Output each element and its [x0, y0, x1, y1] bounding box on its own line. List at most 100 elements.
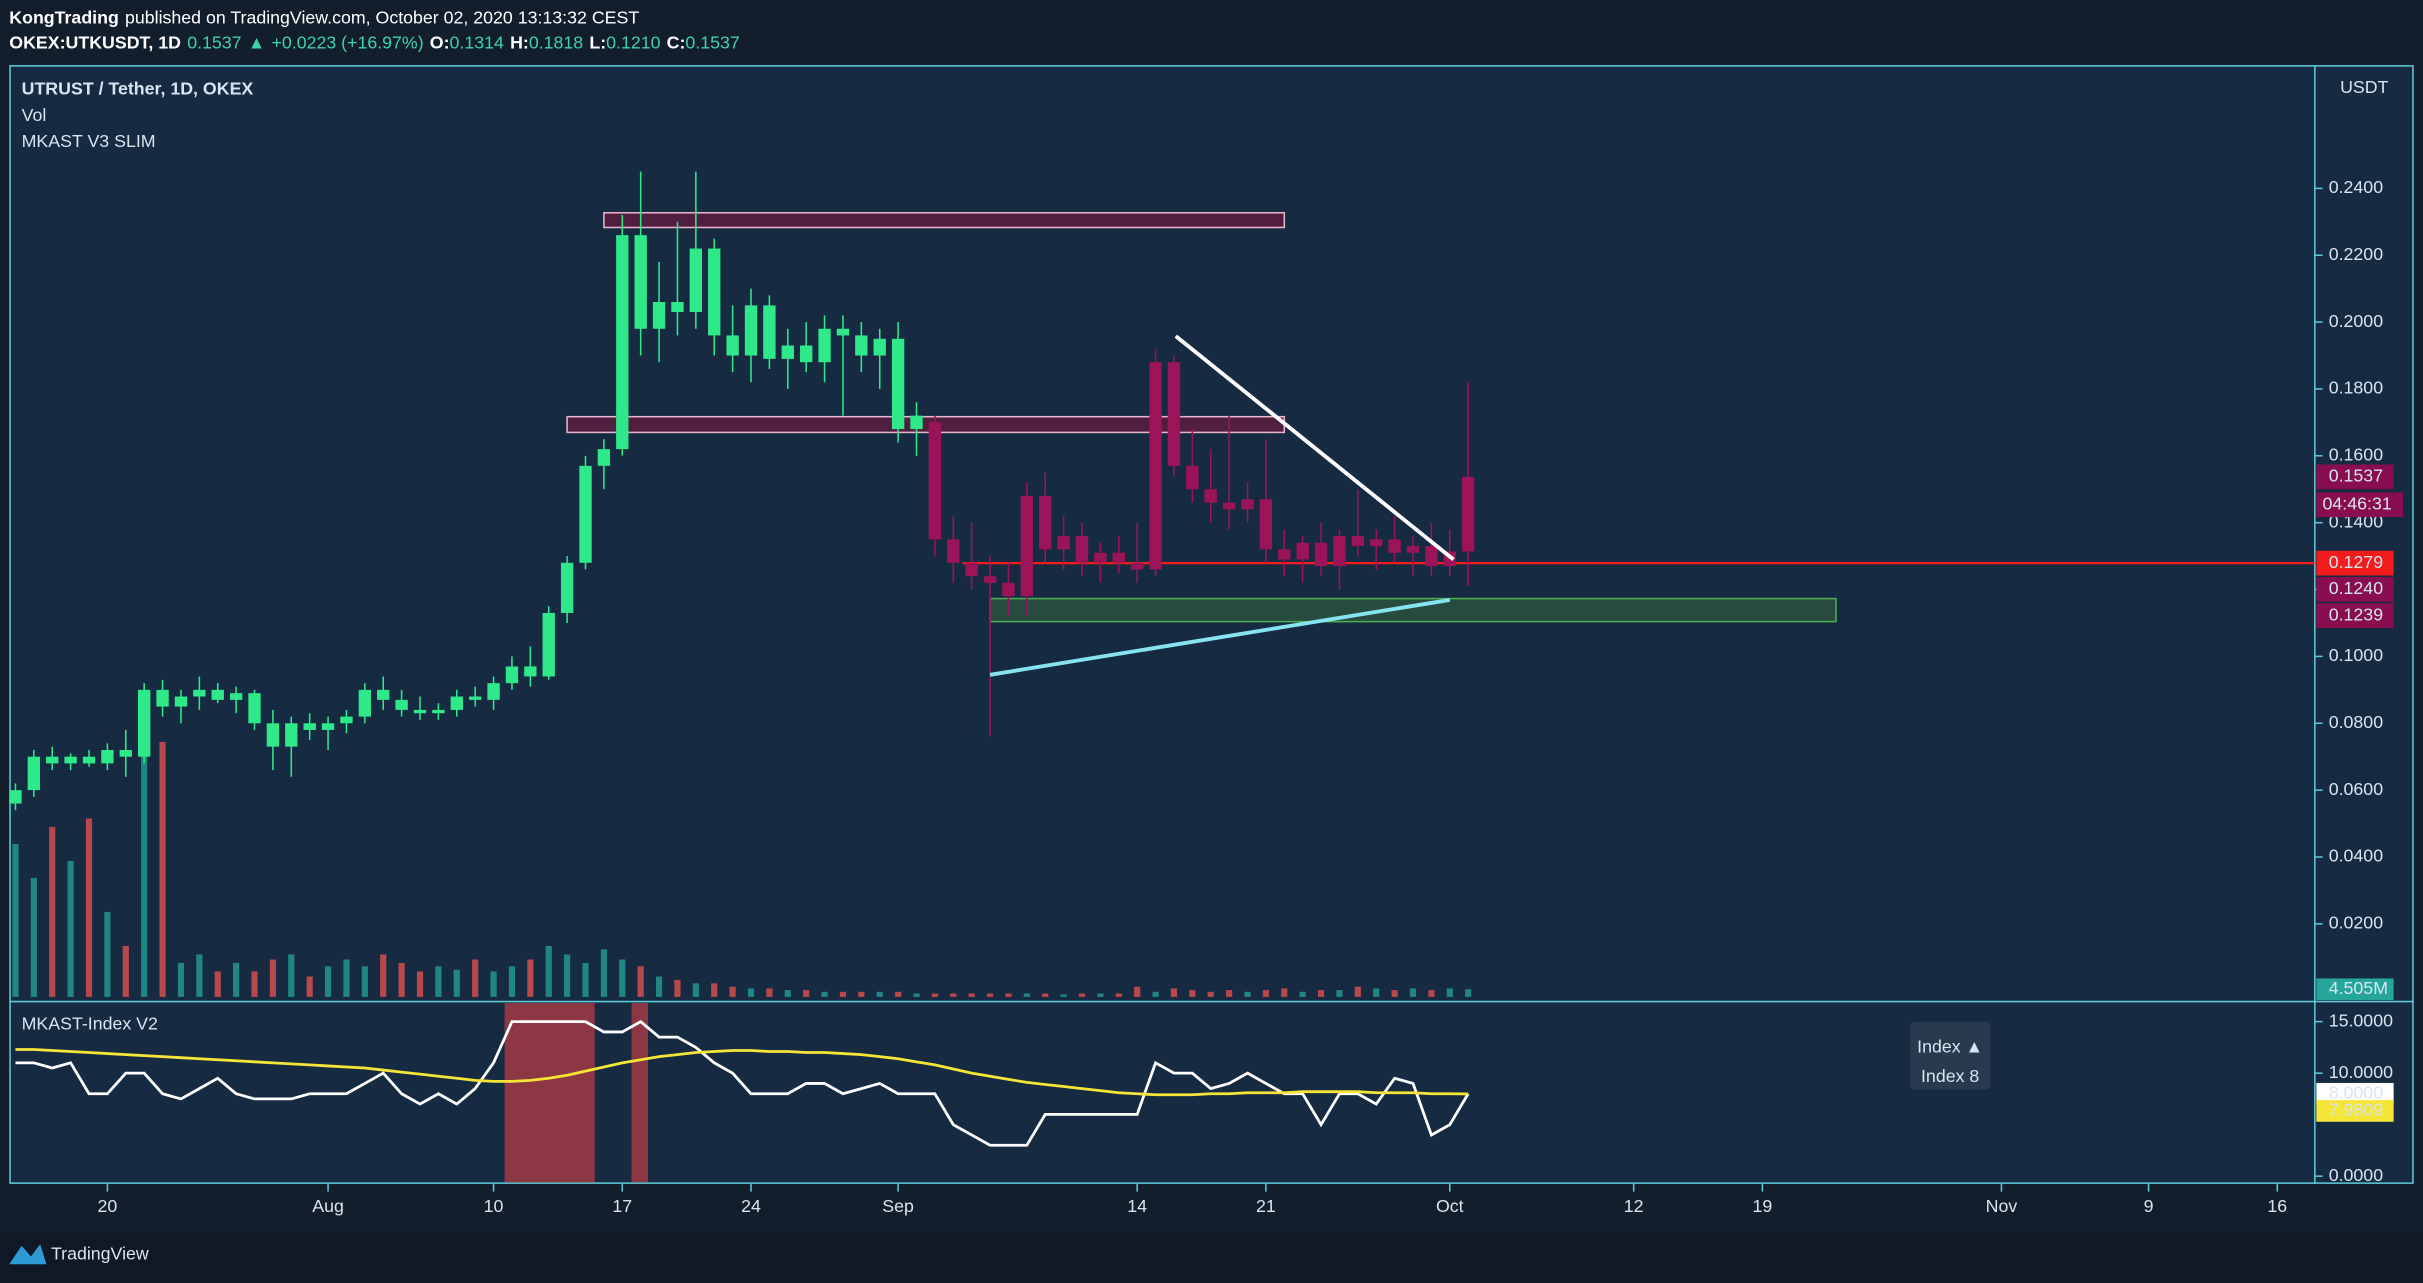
candle-body [27, 756, 41, 791]
volume-bar [1465, 989, 1472, 997]
candle-body [1094, 552, 1107, 563]
candle-body [560, 562, 574, 613]
volume-bar [67, 860, 74, 997]
trend-line [989, 597, 1451, 677]
candle-body [303, 723, 316, 730]
volume-bar [1244, 991, 1251, 997]
candle-body [413, 709, 427, 714]
volume-bar [490, 971, 497, 997]
volume-bar [913, 993, 920, 997]
tooltip-line: Index 8 [1921, 1066, 1979, 1086]
currency: USDT [2340, 77, 2389, 97]
volume-bar [288, 954, 295, 997]
volume-bar [803, 990, 810, 997]
volume-bar [1152, 991, 1159, 997]
candle-body [1278, 549, 1291, 560]
candle-body [156, 689, 169, 707]
volume-bar [1005, 993, 1012, 997]
candle-body [579, 465, 592, 563]
candle-body [744, 305, 758, 356]
candle-body [1241, 499, 1254, 510]
volume-bar [269, 959, 276, 997]
candle-body [708, 248, 721, 336]
volume-bar [343, 959, 350, 997]
change: +0.0223 (+16.97%) [272, 32, 424, 52]
x-tick-label: 20 [98, 1196, 118, 1216]
volume-bar [30, 877, 37, 997]
candle-body [836, 328, 850, 336]
volume-bar [1373, 988, 1380, 997]
volume-bar [306, 976, 313, 997]
x-tick-label: Oct [1436, 1196, 1464, 1216]
footer-brand: TradingView [51, 1244, 149, 1264]
candle-body [119, 750, 132, 757]
candle-body [1149, 362, 1162, 570]
volume-bar [527, 959, 534, 997]
candle-body [450, 696, 463, 710]
candle-body [1461, 476, 1475, 552]
volume-bar [968, 993, 975, 997]
price-label-bg [2316, 550, 2394, 576]
candle-body [1186, 465, 1199, 490]
candle-body [1167, 362, 1181, 466]
x-tick-label: 21 [1256, 1196, 1276, 1216]
arrow: ▲ [248, 32, 266, 52]
candle-body [781, 345, 794, 359]
ohlc-value: 0.1818 [529, 32, 583, 52]
volume-bar [692, 983, 699, 997]
index-highlight [504, 1003, 595, 1183]
x-tick-label: Aug [312, 1196, 344, 1216]
index-label: 8.0000 [2329, 1082, 2383, 1102]
candle-body [432, 709, 445, 714]
volume-label: 4.505M [2329, 978, 2388, 998]
y-tick-label: 0.0400 [2329, 846, 2383, 866]
volume-bar [950, 993, 957, 997]
volume-bar [876, 991, 883, 997]
volume-bar [1134, 986, 1141, 997]
candle-body [873, 338, 886, 356]
index-title: MKAST-Index V2 [22, 1013, 158, 1033]
candle-body [1351, 536, 1365, 547]
legend-entry: Vol [22, 105, 47, 125]
x-tick-label: 24 [741, 1196, 761, 1216]
candle-body [266, 723, 280, 747]
ohlc-value: 0.1314 [450, 32, 504, 52]
volume-bar [564, 954, 571, 997]
ohlc-value: 0.1537 [685, 32, 739, 52]
quote-line: OKEX:UTKUSDT, 1D 0.1537 ▲ +0.0223 (+16.97%)… [9, 32, 739, 52]
volume-bar [582, 962, 589, 997]
volume-bar [104, 911, 111, 997]
candle-body [193, 689, 206, 697]
volume-bar [398, 962, 405, 997]
candle-body [1406, 546, 1420, 553]
y-tick-label: 0.0800 [2329, 712, 2383, 732]
index-line [15, 1019, 1470, 1147]
volume-bar [177, 962, 185, 997]
ohlc-value: 0.1210 [606, 32, 660, 52]
candle-body [818, 328, 831, 363]
ohlc-key: L: [589, 32, 606, 52]
x-tick-label: 10 [484, 1196, 504, 1216]
candle-body [1020, 495, 1034, 597]
price-label: 0.1279 [2329, 552, 2383, 572]
candle-body [652, 302, 666, 329]
volume-bar [747, 988, 755, 997]
x-tick-label: 9 [2144, 1196, 2154, 1216]
volume-bar [711, 983, 718, 997]
candle-body [82, 756, 96, 764]
candle-body [64, 756, 77, 764]
volume-bar [858, 991, 865, 997]
chart-frame [9, 65, 2414, 1184]
volume-bar [1115, 993, 1122, 997]
candle-body [1075, 536, 1089, 563]
volume-bar [1446, 988, 1453, 997]
candle-body [358, 689, 372, 717]
header-line: KongTrading published on TradingView.com,… [9, 7, 639, 27]
volume-bar [214, 971, 221, 997]
volume-bar [361, 966, 368, 997]
ohlc-key: H: [510, 32, 529, 52]
candle-body [1057, 536, 1070, 550]
y-tick-label: 0.2400 [2329, 177, 2383, 197]
candle-body [1333, 536, 1346, 567]
volume-bar [1428, 990, 1435, 997]
